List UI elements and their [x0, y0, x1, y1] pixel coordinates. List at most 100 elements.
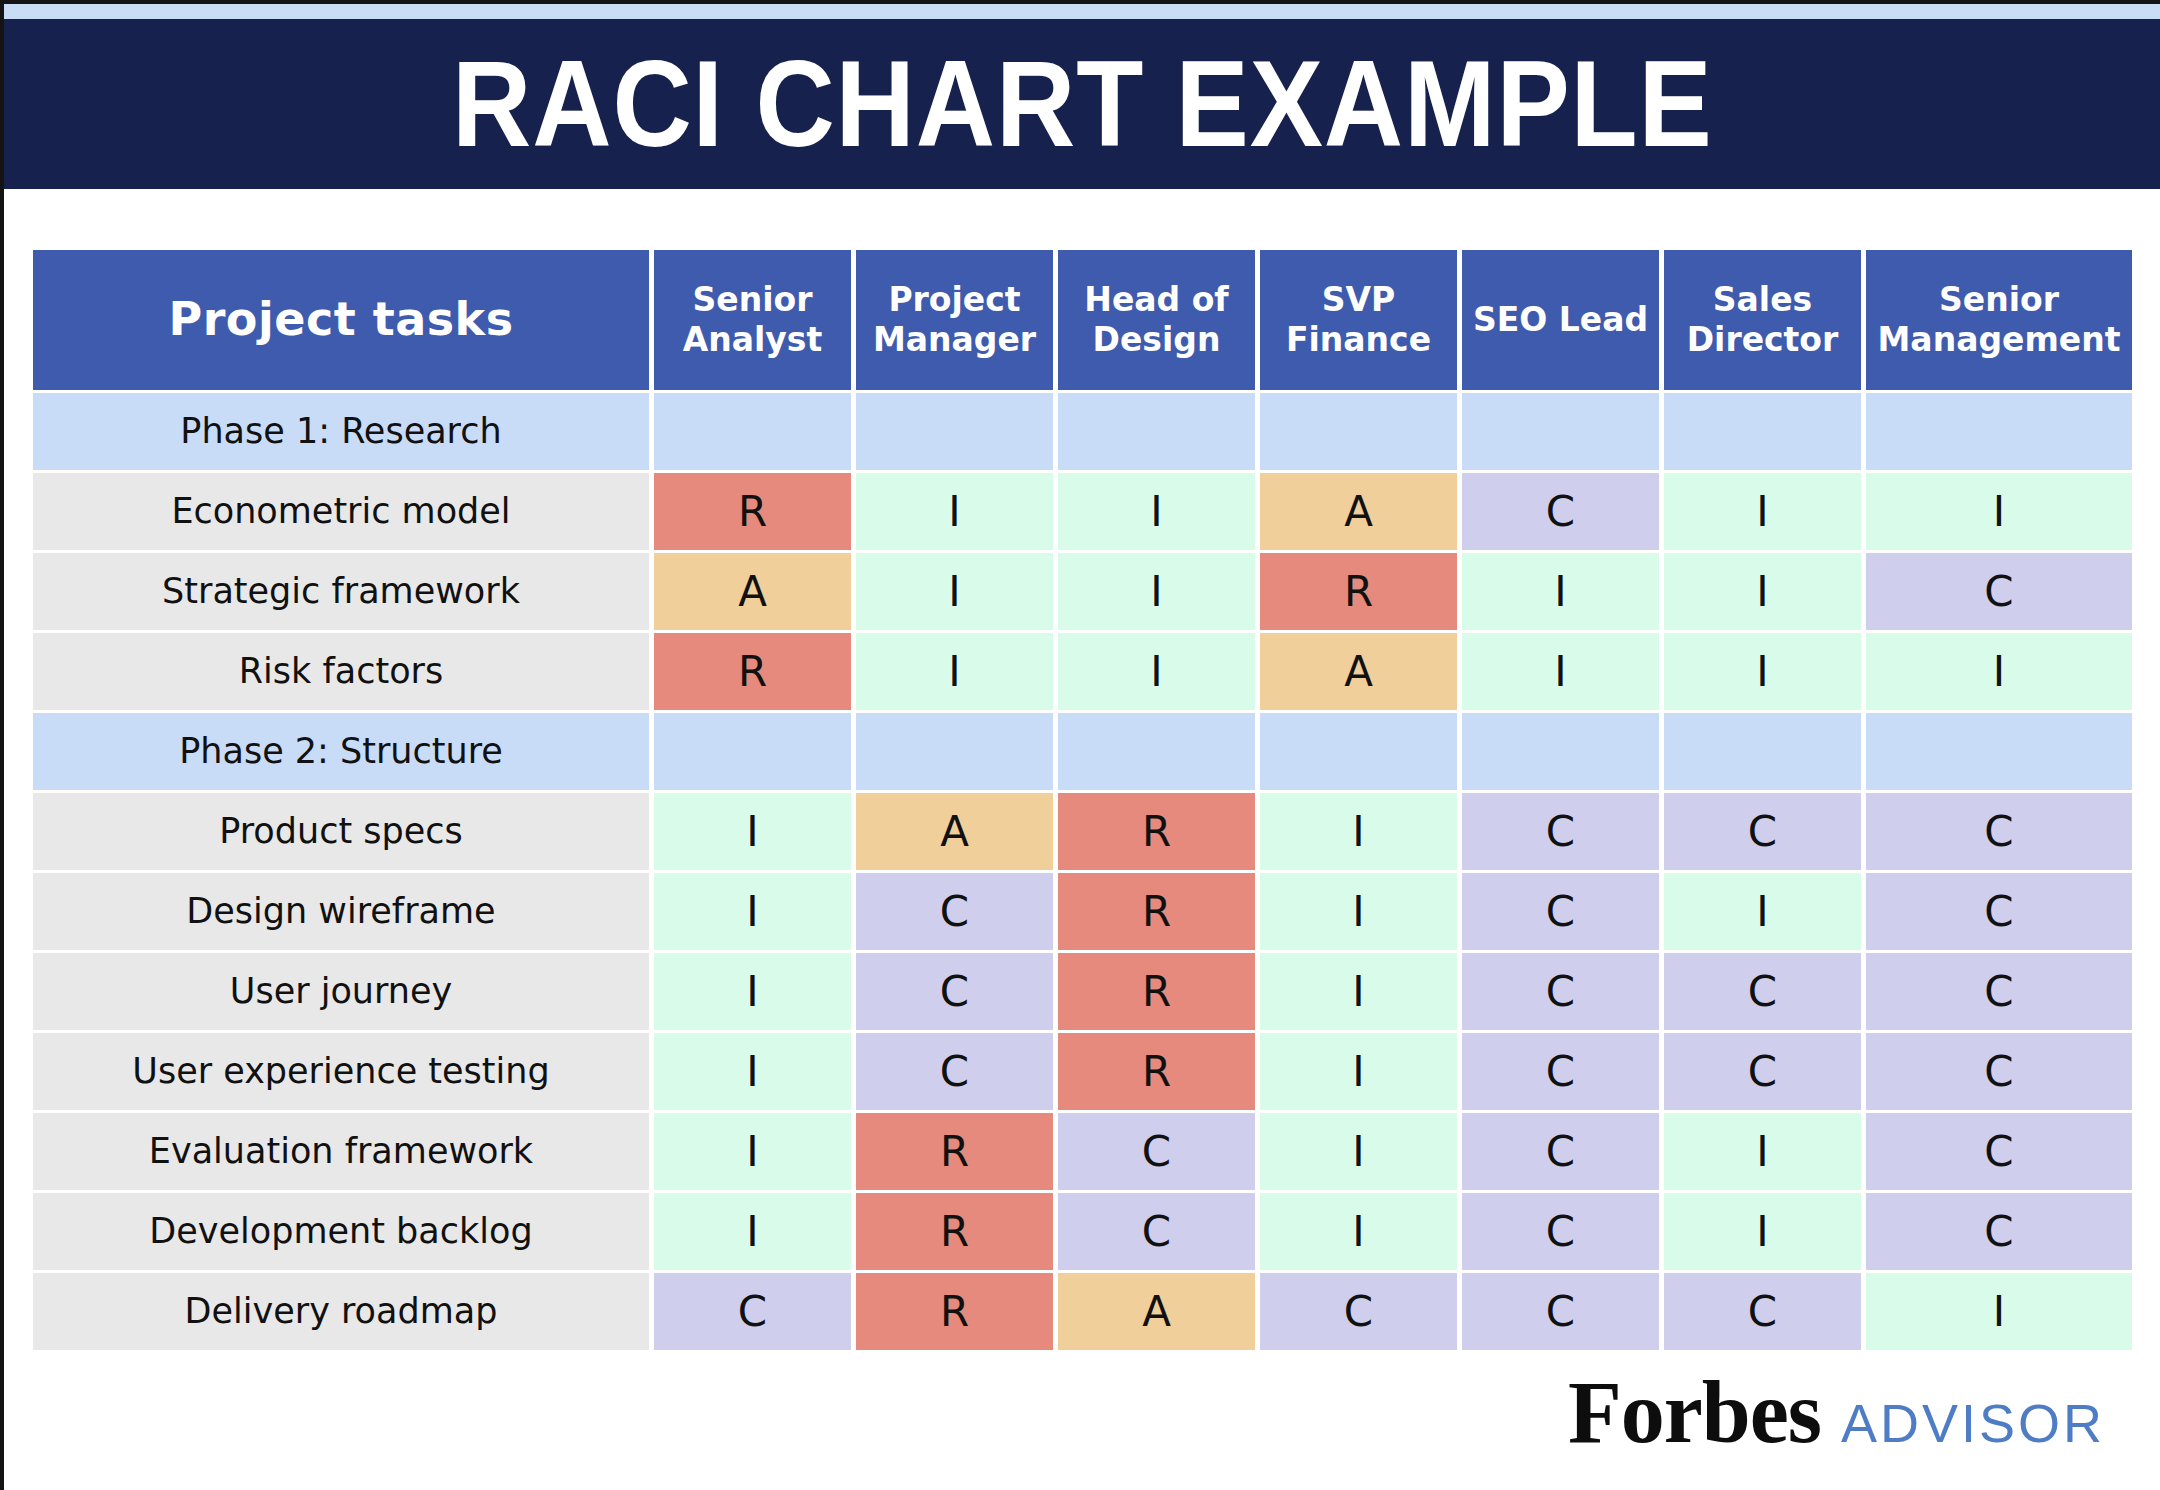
- column-header-project-tasks: Project tasks: [33, 250, 649, 390]
- page-title: RACI CHART EXAMPLE: [452, 34, 1713, 174]
- raci-cell-r: R: [856, 1193, 1053, 1270]
- raci-cell-a: A: [654, 553, 851, 630]
- column-header-senior-management: Senior Management: [1866, 250, 2132, 390]
- raci-cell-i: I: [1260, 793, 1457, 870]
- raci-cell-c: C: [856, 953, 1053, 1030]
- raci-cell-i: I: [1260, 1113, 1457, 1190]
- raci-cell-c: C: [1866, 1113, 2132, 1190]
- raci-cell-i: I: [654, 873, 851, 950]
- raci-cell-i: I: [1260, 1033, 1457, 1110]
- raci-cell-r: R: [856, 1273, 1053, 1350]
- raci-cell-r: R: [1058, 1033, 1255, 1110]
- raci-cell-r: R: [1260, 553, 1457, 630]
- raci-cell-c: C: [1462, 473, 1659, 550]
- column-header-svp-finance: SVP Finance: [1260, 250, 1457, 390]
- raci-cell-empty: [1664, 393, 1861, 470]
- raci-cell-i: I: [856, 553, 1053, 630]
- raci-cell-c: C: [1058, 1113, 1255, 1190]
- raci-cell-empty: [1260, 713, 1457, 790]
- raci-cell-c: C: [1260, 1273, 1457, 1350]
- phase-row-label: Phase 1: Research: [33, 393, 649, 470]
- raci-cell-empty: [1866, 393, 2132, 470]
- raci-cell-empty: [1058, 393, 1255, 470]
- raci-cell-i: I: [1866, 633, 2132, 710]
- forbes-advisor-logo: Forbes ADVISOR: [1568, 1362, 2105, 1463]
- raci-cell-empty: [1866, 713, 2132, 790]
- raci-cell-empty: [1664, 713, 1861, 790]
- raci-cell-i: I: [654, 793, 851, 870]
- raci-cell-i: I: [1462, 553, 1659, 630]
- task-row-label: User experience testing: [33, 1033, 649, 1110]
- raci-cell-c: C: [1462, 953, 1659, 1030]
- raci-cell-a: A: [1260, 633, 1457, 710]
- top-accent-strip: [4, 4, 2160, 19]
- raci-cell-i: I: [856, 633, 1053, 710]
- task-row-label: Development backlog: [33, 1193, 649, 1270]
- column-header-sales-director: Sales Director: [1664, 250, 1861, 390]
- raci-cell-i: I: [1664, 1193, 1861, 1270]
- raci-cell-empty: [1462, 393, 1659, 470]
- raci-cell-c: C: [856, 1033, 1053, 1110]
- raci-cell-i: I: [1260, 1193, 1457, 1270]
- raci-cell-c: C: [1866, 1033, 2132, 1110]
- phase-row-label: Phase 2: Structure: [33, 713, 649, 790]
- raci-cell-empty: [856, 393, 1053, 470]
- column-header-project-manager: Project Manager: [856, 250, 1053, 390]
- raci-cell-a: A: [856, 793, 1053, 870]
- raci-cell-r: R: [654, 633, 851, 710]
- raci-cell-i: I: [1058, 473, 1255, 550]
- task-row-label: Evaluation framework: [33, 1113, 649, 1190]
- task-row-label: Delivery roadmap: [33, 1273, 649, 1350]
- raci-cell-c: C: [1462, 1193, 1659, 1270]
- raci-cell-c: C: [1664, 793, 1861, 870]
- raci-cell-r: R: [1058, 953, 1255, 1030]
- raci-cell-r: R: [654, 473, 851, 550]
- raci-cell-r: R: [856, 1113, 1053, 1190]
- task-row-label: Product specs: [33, 793, 649, 870]
- task-row-label: Strategic framework: [33, 553, 649, 630]
- raci-cell-c: C: [1058, 1193, 1255, 1270]
- screenshot-left-border: [0, 0, 4, 1490]
- raci-cell-i: I: [1664, 473, 1861, 550]
- raci-cell-i: I: [856, 473, 1053, 550]
- raci-cell-c: C: [1462, 793, 1659, 870]
- raci-cell-i: I: [1058, 553, 1255, 630]
- column-header-head-of-design: Head of Design: [1058, 250, 1255, 390]
- raci-cell-c: C: [1664, 1273, 1861, 1350]
- raci-cell-c: C: [1866, 553, 2132, 630]
- title-banner: RACI CHART EXAMPLE: [4, 19, 2160, 189]
- raci-cell-r: R: [1058, 873, 1255, 950]
- raci-cell-empty: [1462, 713, 1659, 790]
- raci-cell-empty: [654, 713, 851, 790]
- raci-cell-empty: [654, 393, 851, 470]
- raci-cell-c: C: [1866, 1193, 2132, 1270]
- raci-cell-a: A: [1260, 473, 1457, 550]
- raci-cell-empty: [1058, 713, 1255, 790]
- raci-cell-i: I: [1664, 1113, 1861, 1190]
- raci-cell-i: I: [1664, 633, 1861, 710]
- raci-cell-i: I: [654, 953, 851, 1030]
- raci-cell-c: C: [1866, 953, 2132, 1030]
- raci-cell-i: I: [1462, 633, 1659, 710]
- raci-cell-empty: [1260, 393, 1457, 470]
- forbes-wordmark: Forbes: [1568, 1362, 1821, 1463]
- raci-cell-i: I: [1866, 473, 2132, 550]
- raci-cell-c: C: [1866, 873, 2132, 950]
- raci-cell-i: I: [654, 1193, 851, 1270]
- task-row-label: Design wireframe: [33, 873, 649, 950]
- raci-cell-a: A: [1058, 1273, 1255, 1350]
- task-row-label: Risk factors: [33, 633, 649, 710]
- raci-table: Project tasks Senior Analyst Project Man…: [33, 250, 2132, 1350]
- raci-cell-i: I: [1260, 873, 1457, 950]
- raci-cell-i: I: [1664, 873, 1861, 950]
- raci-cell-c: C: [1462, 1033, 1659, 1110]
- raci-cell-i: I: [1058, 633, 1255, 710]
- raci-cell-r: R: [1058, 793, 1255, 870]
- advisor-wordmark: ADVISOR: [1841, 1392, 2105, 1454]
- raci-cell-i: I: [1260, 953, 1457, 1030]
- raci-cell-i: I: [654, 1113, 851, 1190]
- screenshot-top-border: [0, 0, 2160, 4]
- raci-cell-c: C: [1462, 873, 1659, 950]
- raci-cell-c: C: [1664, 1033, 1861, 1110]
- raci-cell-c: C: [1462, 1273, 1659, 1350]
